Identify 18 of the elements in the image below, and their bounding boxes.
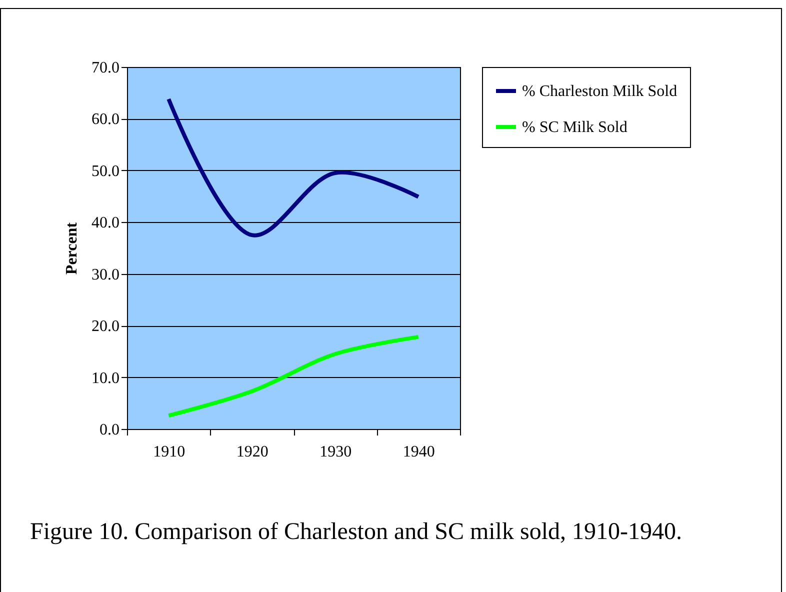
y-tick-label: 10.0 bbox=[92, 370, 120, 387]
x-tick-label: 1910 bbox=[153, 444, 186, 460]
caption: Figure 10. Comparison of Charleston and SC milk sold, 1910-1940. bbox=[30, 518, 683, 546]
y-tick-label: 60.0 bbox=[92, 111, 120, 128]
x-tick-label: 1930 bbox=[320, 444, 352, 460]
y-tick-label: 50.0 bbox=[92, 162, 120, 180]
y-tick-label: 30.0 bbox=[92, 266, 120, 284]
x-tick-label: 1920 bbox=[236, 444, 268, 460]
line-series bbox=[166, 97, 420, 238]
y-tick-label: 70.0 bbox=[92, 60, 120, 76]
legend-label: % Charleston Milk Sold bbox=[522, 83, 678, 100]
y-tick-label: 40.0 bbox=[92, 214, 120, 232]
y-tick-label: 0.0 bbox=[100, 422, 120, 438]
x-tick-label: 1940 bbox=[402, 444, 435, 460]
y-axis-title: Percent bbox=[64, 222, 80, 275]
y-tick-label: 20.0 bbox=[92, 318, 120, 336]
line-series bbox=[166, 334, 420, 418]
legend-label: % SC Milk Sold bbox=[522, 119, 628, 136]
